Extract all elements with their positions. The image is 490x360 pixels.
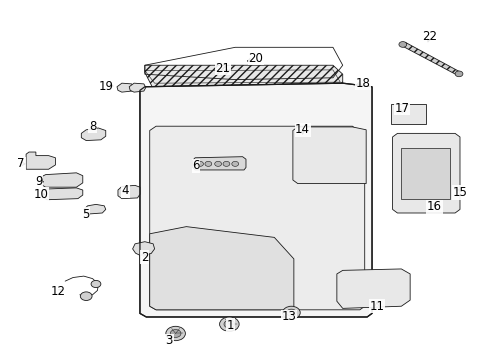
Circle shape	[166, 326, 185, 341]
Polygon shape	[84, 204, 106, 214]
Circle shape	[224, 320, 235, 328]
Text: 16: 16	[427, 201, 442, 213]
Text: 2: 2	[141, 251, 148, 264]
Text: 15: 15	[453, 186, 467, 199]
Text: 21: 21	[216, 62, 230, 75]
Polygon shape	[81, 128, 106, 140]
Text: 17: 17	[395, 102, 410, 115]
Text: 5: 5	[82, 208, 90, 221]
Polygon shape	[140, 83, 372, 317]
Circle shape	[223, 161, 230, 166]
Text: 4: 4	[122, 184, 129, 197]
Polygon shape	[145, 65, 343, 87]
Text: 22: 22	[422, 30, 437, 43]
Text: 8: 8	[89, 120, 96, 133]
Text: 3: 3	[166, 334, 173, 347]
Polygon shape	[42, 188, 83, 200]
Circle shape	[287, 309, 296, 316]
Text: 20: 20	[248, 51, 263, 64]
Text: 14: 14	[295, 123, 310, 136]
Polygon shape	[401, 42, 461, 75]
Polygon shape	[193, 157, 246, 170]
Text: 19: 19	[98, 80, 113, 93]
Circle shape	[215, 161, 221, 166]
Circle shape	[354, 275, 392, 302]
Text: 11: 11	[369, 300, 385, 313]
Text: 18: 18	[356, 77, 370, 90]
Circle shape	[196, 161, 203, 166]
Text: 7: 7	[18, 157, 25, 170]
Polygon shape	[425, 195, 442, 204]
Text: 13: 13	[282, 310, 296, 324]
Polygon shape	[117, 83, 134, 92]
Text: 6: 6	[193, 159, 200, 172]
Circle shape	[232, 161, 239, 166]
Circle shape	[362, 280, 384, 296]
Polygon shape	[118, 185, 140, 199]
Circle shape	[455, 71, 463, 77]
Polygon shape	[41, 173, 83, 187]
Text: 10: 10	[33, 188, 48, 201]
Polygon shape	[150, 126, 365, 310]
Polygon shape	[401, 148, 450, 199]
Polygon shape	[129, 83, 146, 92]
Polygon shape	[0, 0, 74, 28]
Polygon shape	[26, 152, 55, 169]
FancyBboxPatch shape	[391, 104, 426, 124]
Circle shape	[80, 292, 92, 301]
Text: 9: 9	[35, 175, 43, 188]
Circle shape	[91, 280, 101, 288]
Polygon shape	[133, 242, 155, 255]
Circle shape	[399, 41, 407, 47]
Circle shape	[170, 329, 181, 337]
Polygon shape	[293, 127, 366, 184]
Polygon shape	[150, 226, 294, 310]
Polygon shape	[294, 130, 309, 139]
Text: 1: 1	[226, 319, 234, 332]
Polygon shape	[337, 269, 410, 309]
Polygon shape	[392, 134, 460, 213]
Text: 12: 12	[51, 285, 66, 298]
Circle shape	[205, 161, 212, 166]
Circle shape	[283, 306, 300, 319]
Circle shape	[220, 317, 239, 331]
